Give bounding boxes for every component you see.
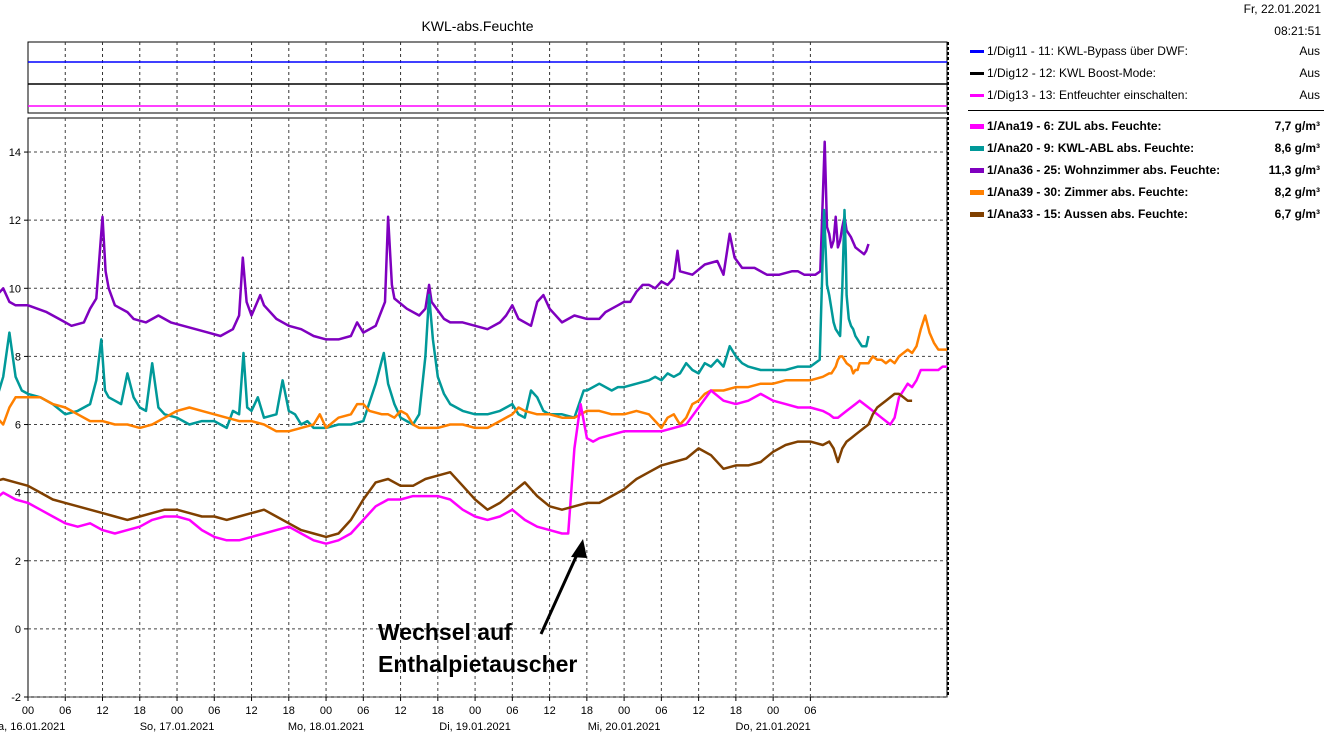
legend-value: Aus (1299, 66, 1320, 80)
y-tick-label: -2 (11, 692, 21, 704)
legend-value: 8,6 g/m³ (1274, 141, 1320, 155)
annotation-arrow (539, 547, 582, 635)
y-tick-label: 14 (9, 147, 21, 159)
legend-swatch (970, 72, 984, 75)
legend-separator (968, 110, 1324, 111)
series-line (0, 365, 947, 545)
x-tick-label: 12 (692, 705, 704, 717)
x-day-label: Mo, 18.01.2021 (288, 721, 364, 733)
x-tick-label: 06 (59, 705, 71, 717)
x-tick-label: 18 (283, 705, 295, 717)
x-tick-label: 06 (804, 705, 816, 717)
x-tick-label: 12 (394, 705, 406, 717)
legend-digital-1[interactable]: 1/Dig11 - 11: KWL-Bypass über DWF: Aus (968, 40, 1324, 62)
legend-label: 1/Dig11 - 11: KWL-Bypass über DWF: (987, 44, 1188, 58)
legend-label: 1/Ana36 - 25: Wohnzimmer abs. Feuchte: (987, 163, 1221, 177)
x-tick-label: 18 (730, 705, 742, 717)
chart-title: KWL-abs.Feuchte (421, 18, 534, 34)
legend-swatch (970, 168, 984, 173)
series-line (0, 140, 870, 341)
legend-label: 1/Ana19 - 6: ZUL abs. Feuchte: (987, 119, 1162, 133)
x-tick-label: 00 (469, 705, 481, 717)
x-tick-label: 00 (171, 705, 183, 717)
x-tick-label: 06 (208, 705, 220, 717)
x-day-label: Mi, 20.01.2021 (588, 721, 661, 733)
legend-digital-3[interactable]: 1/Dig13 - 13: Entfeuchter einschalten: A… (968, 84, 1324, 106)
x-tick-label: 12 (96, 705, 108, 717)
y-tick-label: 12 (9, 215, 21, 227)
x-tick-label: 06 (655, 705, 667, 717)
annotation-line-1: Wechsel auf (378, 619, 512, 645)
header-time: 08:21:51 (1274, 24, 1321, 38)
legend-label: 1/Dig13 - 13: Entfeuchter einschalten: (987, 88, 1188, 102)
legend-label: 1/Ana33 - 15: Aussen abs. Feuchte: (987, 207, 1188, 221)
legend-swatch (970, 124, 984, 129)
y-tick-label: 10 (9, 283, 21, 295)
x-tick-label: 00 (320, 705, 332, 717)
legend-label: 1/Dig12 - 12: KWL Boost-Mode: (987, 66, 1156, 80)
y-tick-label: 8 (15, 351, 21, 363)
legend-value: Aus (1299, 88, 1320, 102)
x-tick-label: 12 (245, 705, 257, 717)
legend-value: 8,2 g/m³ (1274, 185, 1320, 199)
x-tick-label: 18 (134, 705, 146, 717)
x-tick-label: 00 (618, 705, 630, 717)
legend-value: 7,7 g/m³ (1274, 119, 1320, 133)
y-tick-label: 2 (15, 556, 21, 568)
legend-swatch (970, 50, 984, 53)
x-day-label: Sa, 16.01.2021 (0, 721, 65, 733)
legend-panel: 1/Dig11 - 11: KWL-Bypass über DWF: Aus 1… (968, 40, 1324, 225)
x-day-label: Di, 19.01.2021 (439, 721, 511, 733)
annotation-arrowhead (571, 539, 587, 558)
x-tick-label: 18 (432, 705, 444, 717)
y-tick-label: 4 (15, 488, 21, 500)
legend-value: 6,7 g/m³ (1274, 207, 1320, 221)
legend-swatch (970, 212, 984, 217)
legend-value: Aus (1299, 44, 1320, 58)
x-tick-label: 00 (22, 705, 34, 717)
x-tick-label: 12 (543, 705, 555, 717)
legend-analog-4[interactable]: 1/Ana39 - 30: Zimmer abs. Feuchte: 8,2 g… (968, 181, 1324, 203)
legend-label: 1/Ana20 - 9: KWL-ABL abs. Feuchte: (987, 141, 1195, 155)
x-tick-label: 06 (357, 705, 369, 717)
legend-label: 1/Ana39 - 30: Zimmer abs. Feuchte: (987, 185, 1189, 199)
y-tick-label: 0 (15, 624, 21, 636)
legend-analog-5[interactable]: 1/Ana33 - 15: Aussen abs. Feuchte: 6,7 g… (968, 203, 1324, 225)
digital-panel-frame (27, 41, 948, 114)
x-tick-label: 06 (506, 705, 518, 717)
series-line (0, 314, 947, 433)
legend-swatch (970, 190, 984, 195)
legend-digital-2[interactable]: 1/Dig12 - 12: KWL Boost-Mode: Aus (968, 62, 1324, 84)
y-tick-label: 6 (15, 420, 21, 432)
x-day-label: Do, 21.01.2021 (736, 721, 811, 733)
legend-analog-2[interactable]: 1/Ana20 - 9: KWL-ABL abs. Feuchte: 8,6 g… (968, 137, 1324, 159)
series-line (0, 208, 870, 430)
legend-swatch (970, 146, 984, 151)
legend-value: 11,3 g/m³ (1268, 163, 1320, 177)
annotation-text: Wechsel auf Enthalpietauscher (378, 616, 577, 680)
x-day-label: So, 17.01.2021 (140, 721, 215, 733)
x-tick-label: 18 (581, 705, 593, 717)
legend-swatch (970, 94, 984, 97)
legend-analog-3[interactable]: 1/Ana36 - 25: Wohnzimmer abs. Feuchte: 1… (968, 159, 1324, 181)
header-date: Fr, 22.01.2021 (1243, 2, 1321, 16)
series-line (0, 392, 913, 539)
legend-analog-1[interactable]: 1/Ana19 - 6: ZUL abs. Feuchte: 7,7 g/m³ (968, 115, 1324, 137)
annotation-line-2: Enthalpietauscher (378, 651, 578, 677)
x-tick-label: 00 (767, 705, 779, 717)
